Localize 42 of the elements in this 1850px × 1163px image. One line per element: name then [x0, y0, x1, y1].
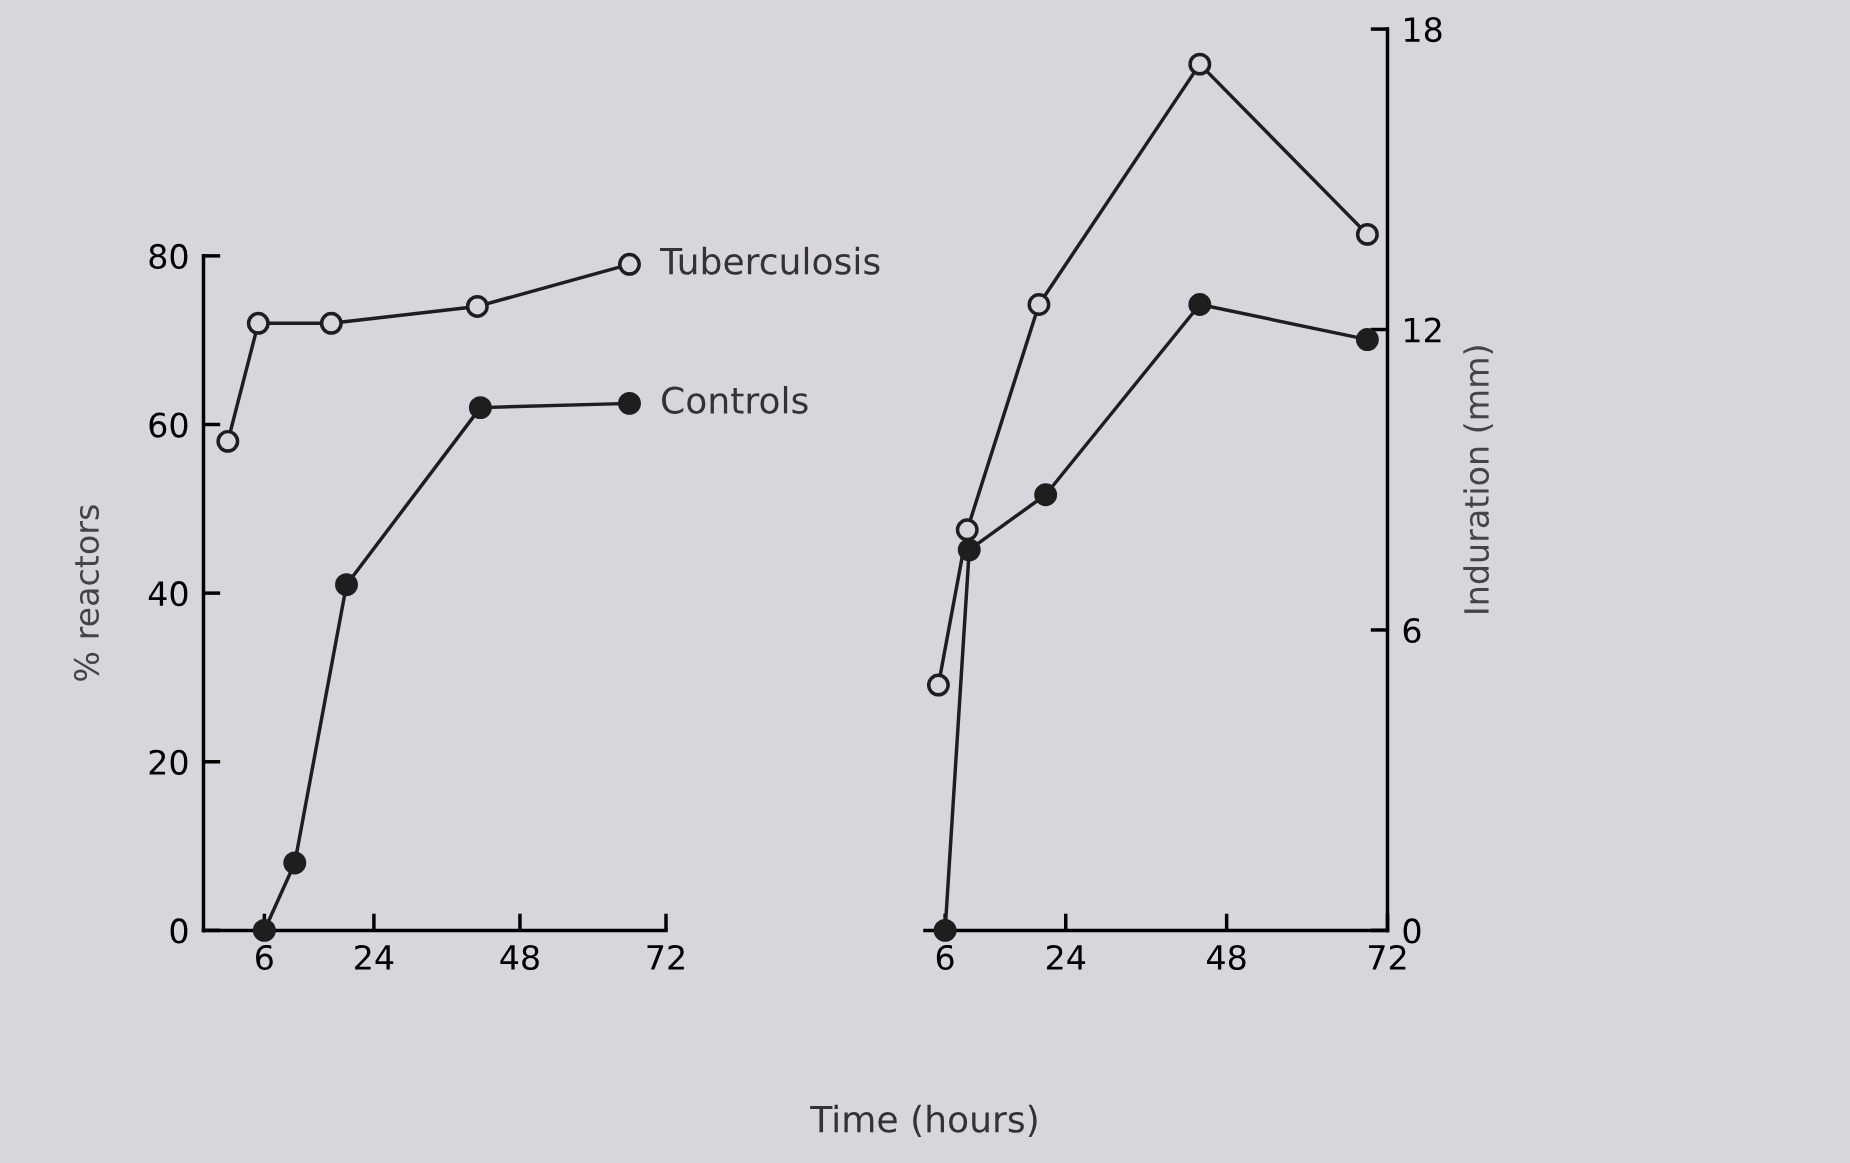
point	[1355, 328, 1379, 351]
x-tick-label: 6	[256, 944, 273, 971]
point	[319, 311, 343, 335]
point	[618, 252, 641, 276]
y2-tick-label: 12	[1405, 317, 1441, 343]
series-label: Controls	[662, 385, 808, 414]
y-tick-label: 60	[149, 412, 188, 438]
y2-tick-label: 18	[1405, 17, 1442, 43]
y-tick-label: 40	[148, 581, 188, 607]
x-axis-title: Time (hours)	[810, 1104, 1037, 1137]
point	[216, 429, 240, 453]
y2-tick-label: 0	[1403, 918, 1421, 944]
point	[957, 538, 981, 562]
point	[955, 518, 979, 542]
point	[335, 573, 358, 597]
x-tick-label: 72	[647, 944, 684, 970]
y2-tick-label: 6	[1403, 617, 1421, 644]
y2-axis-title: Induration (mm)	[1463, 346, 1493, 613]
point	[1034, 483, 1058, 507]
point	[1188, 52, 1212, 76]
point	[468, 396, 492, 420]
y-tick-label: 80	[149, 243, 188, 269]
x-tick-label: 48	[500, 944, 539, 971]
x-tick-label: 6	[936, 944, 954, 971]
x-tick-label: 24	[1047, 944, 1086, 970]
point	[246, 311, 270, 335]
x-tick-label: 48	[1207, 944, 1246, 971]
y-tick-label: 20	[149, 749, 188, 775]
y-axis-title: % reactors	[73, 505, 100, 681]
x-tick-label: 72	[1369, 944, 1406, 970]
point	[618, 391, 641, 415]
point	[1027, 293, 1051, 316]
point	[465, 294, 489, 318]
point	[1188, 293, 1212, 316]
point	[933, 918, 957, 942]
point	[252, 918, 276, 942]
point	[1355, 222, 1379, 246]
series-label: Tuberculosis	[659, 246, 880, 275]
point	[926, 673, 950, 697]
point	[283, 851, 307, 875]
x-tick-label: 24	[355, 944, 394, 970]
y-tick-label: 0	[170, 918, 188, 944]
